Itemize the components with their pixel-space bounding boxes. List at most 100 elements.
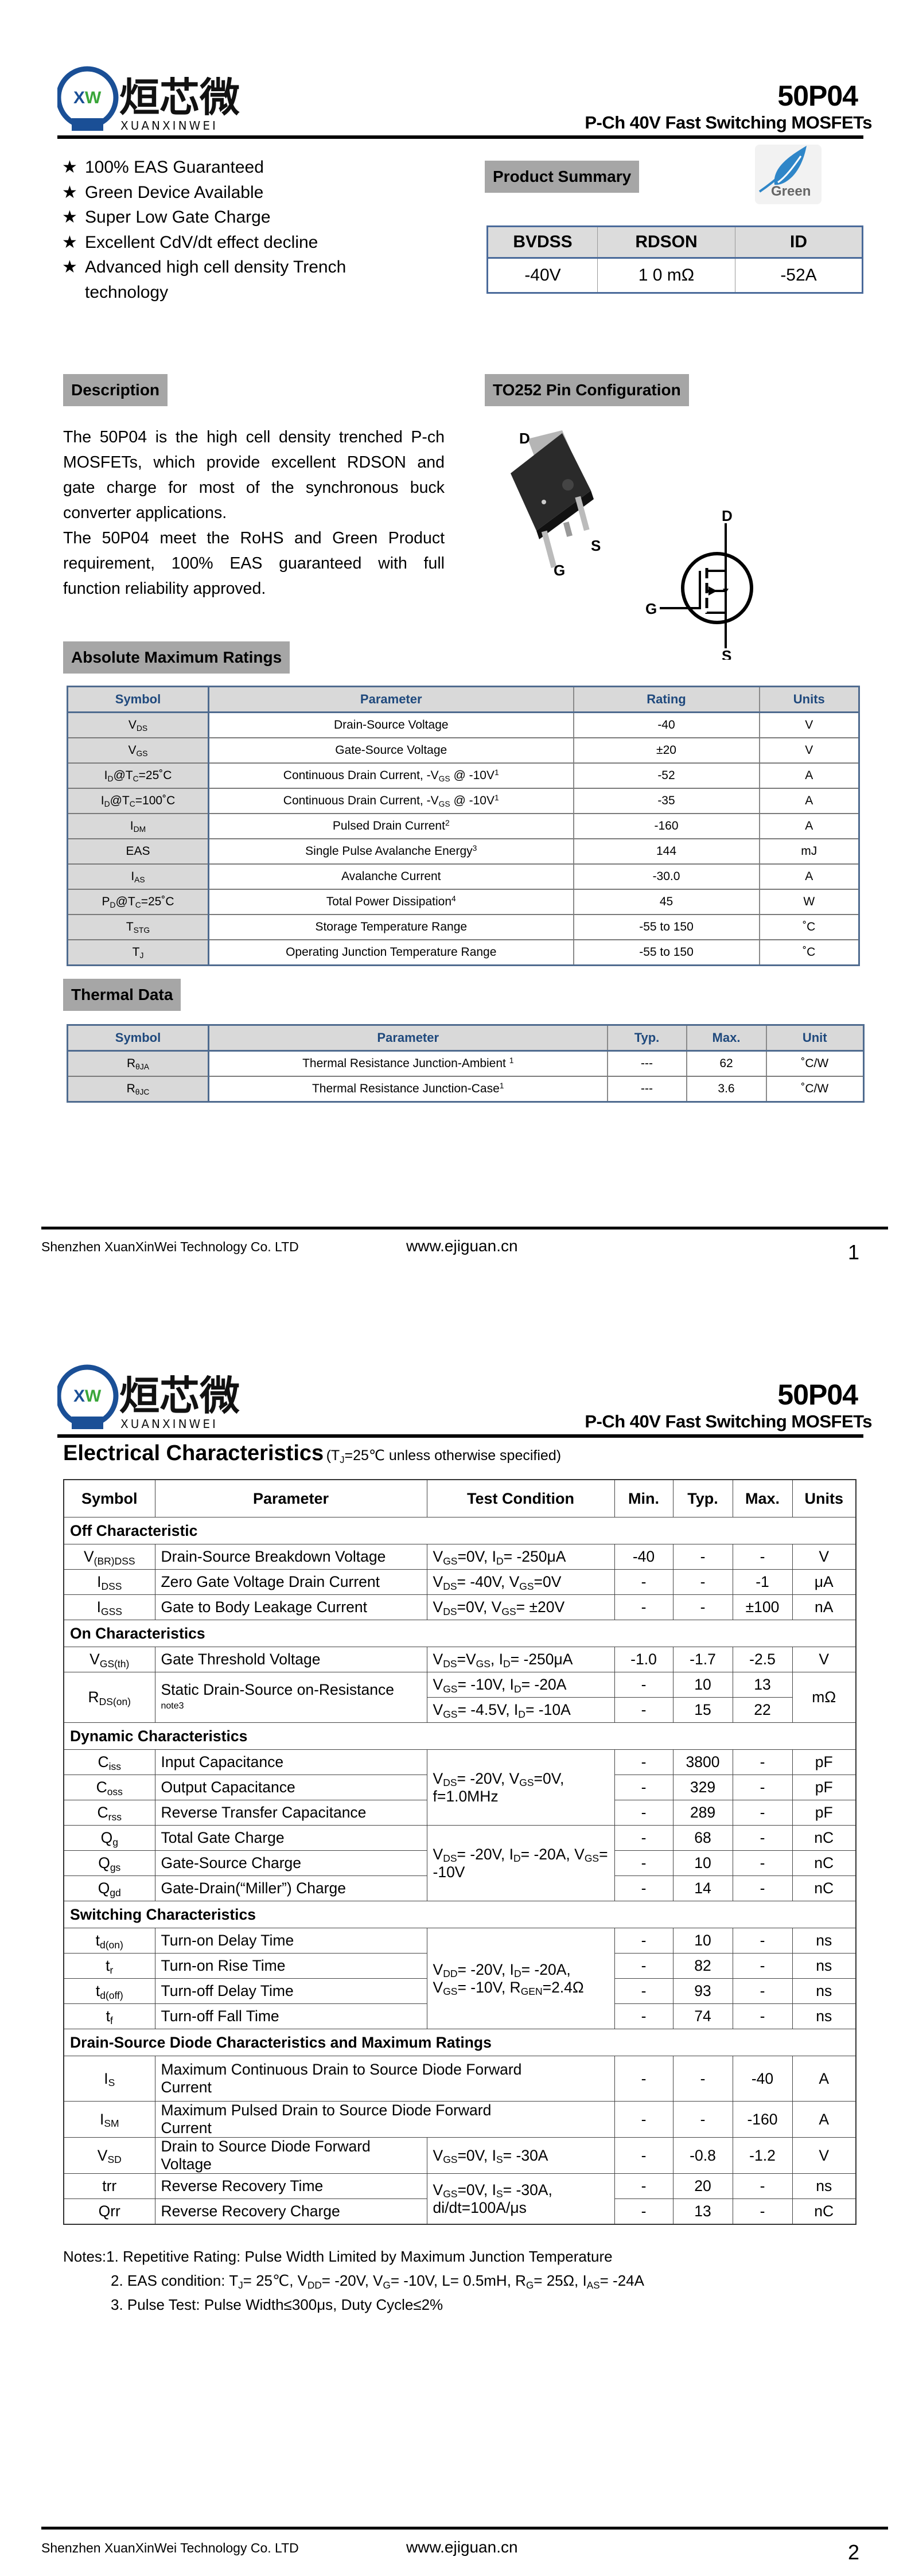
subscript: GS	[443, 2188, 458, 2200]
min-cell: -1.0	[614, 1647, 673, 1672]
typ-cell: -0.8	[672, 2137, 733, 2174]
unit-cell: ns	[792, 1978, 857, 2004]
parameter-cell: Drain-Source Voltage	[208, 712, 574, 738]
unit-cell: A	[759, 763, 859, 789]
superscript: 1	[494, 793, 499, 803]
feature-item: ★ Super Low Gate Charge	[62, 205, 383, 230]
subscript: GS	[136, 748, 148, 758]
symbol-cell: RDS(on)	[63, 1672, 155, 1723]
table-row: TSTG Storage Temperature Range -55 to 150 ˚…	[67, 915, 859, 940]
typ-cell: 10	[672, 1672, 733, 1698]
parameter-cell: Static Drain-Source on-Resistance note3	[154, 1672, 427, 1723]
subscript: GSS	[100, 1605, 122, 1617]
rating-cell: -52	[573, 763, 760, 789]
unit-cell: V	[792, 2137, 857, 2174]
feature-item: ★ Green Device Available	[62, 180, 383, 205]
footer-website[interactable]: www.ejiguan.cn	[406, 1237, 518, 1255]
electrical-heading: Electrical Characteristics	[63, 1441, 324, 1465]
parameter-cell: Reverse Recovery Time	[154, 2173, 427, 2199]
parameter-cell: Maximum Pulsed Drain to Source Diode For…	[154, 2101, 615, 2138]
symbol-cell: VSD	[63, 2137, 155, 2174]
typ-cell: 14	[672, 1875, 733, 1901]
symbol-cell: Qg	[63, 1825, 155, 1851]
symbol-cell: trr	[63, 2173, 155, 2199]
star-icon: ★	[62, 258, 77, 277]
abs-max-heading: Absolute Maximum Ratings	[63, 641, 290, 674]
min-cell: -	[614, 2173, 673, 2199]
green-label: Green	[771, 184, 811, 199]
unit-cell: μA	[792, 1569, 857, 1595]
unit-cell: W	[759, 889, 859, 915]
table-header-row: BVDSS RDSON ID	[487, 226, 863, 259]
table-row: VGS(th) Gate Threshold Voltage VDS=VGS, ID…	[63, 1647, 857, 1672]
parameter-cell: Continuous Drain Current, -VGS @ -10V1	[208, 788, 574, 814]
rating-cell: -160	[573, 814, 760, 839]
description-paragraph: The 50P04 meet the RoHS and Green Produc…	[63, 529, 445, 598]
electrical-condition-note: (TJ=25℃ unless otherwise specified)	[326, 1447, 562, 1465]
header-symbol: Symbol	[67, 686, 209, 713]
subscript: S	[496, 2188, 503, 2200]
feature-list: ★ 100% EAS Guaranteed ★ Green Device Avail…	[62, 155, 383, 305]
svg-text:W: W	[85, 1387, 102, 1406]
feature-text: Advanced high cell density Trench techno…	[85, 258, 347, 302]
section-row: Switching Characteristics	[63, 1901, 857, 1928]
table-row: Qrr Reverse Recovery Charge -13- nC	[63, 2198, 857, 2225]
symbol-cell: IS	[63, 2056, 155, 2102]
max-cell: 13	[732, 1672, 793, 1698]
parameter-cell: Turn-on Delay Time	[154, 1928, 427, 1954]
condition-cell: VDS=VGS, ID= -250μA	[426, 1647, 615, 1672]
symbol-cell: RθJC	[67, 1076, 209, 1103]
green-badge: Green	[755, 145, 822, 204]
footer-website[interactable]: www.ejiguan.cn	[406, 2538, 518, 2556]
typ-cell: 20	[672, 2173, 733, 2199]
typ-cell: -	[672, 2056, 733, 2102]
table-row: Qgd Gate-Drain(“Miller”) Charge -14- nC	[63, 1875, 857, 1901]
parameter-cell: Gate-Source Voltage	[208, 738, 574, 764]
leaf-icon	[758, 146, 807, 193]
subscript: D	[513, 1853, 521, 1865]
abs-max-table: Symbol Parameter Rating Units VDS Drain-S…	[67, 686, 860, 966]
subscript: DS	[443, 1580, 457, 1592]
svg-text:烜芯微: 烜芯微	[119, 74, 240, 121]
subscript: D	[503, 1657, 511, 1670]
symbol-cell: tr	[63, 1953, 155, 1979]
section-title: Switching Characteristics	[63, 1901, 857, 1928]
parameter-cell: Pulsed Drain Current2	[208, 814, 574, 839]
subscript: gs	[110, 1861, 121, 1873]
subscript: GS	[443, 1555, 458, 1567]
subscript: θJC	[135, 1087, 150, 1096]
symbol-cell: Qgs	[63, 1850, 155, 1876]
svg-text:烜芯微: 烜芯微	[119, 1372, 240, 1419]
parameter-cell: Turn-on Rise Time	[154, 1953, 427, 1979]
condition-cell: VGS=0V, ID= -250μA	[426, 1544, 615, 1570]
subscript: AS	[134, 874, 145, 884]
unit-cell: A	[759, 788, 859, 814]
subscript: D	[513, 1683, 521, 1695]
subscript: g	[112, 1836, 118, 1848]
symbol-cell: VGS	[67, 738, 209, 764]
header-parameter: Parameter	[154, 1479, 427, 1517]
subscript: f	[110, 2014, 113, 2026]
header-max: Max.	[732, 1479, 793, 1517]
typ-cell: -	[672, 1594, 733, 1620]
unit-cell: nC	[792, 1825, 857, 1851]
min-cell: -	[614, 1672, 673, 1698]
parameter-cell: Input Capacitance	[154, 1749, 427, 1775]
unit-cell: V	[759, 738, 859, 764]
symbol-cell: ID@TC=25˚C	[67, 763, 209, 789]
rating-cell: -40	[573, 712, 760, 738]
subscript: D	[110, 900, 116, 909]
symbol-cell: Crss	[63, 1800, 155, 1826]
typ-cell: 329	[672, 1775, 733, 1800]
max-cell: -160	[732, 2101, 793, 2138]
symbol-cell: V(BR)DSS	[63, 1544, 155, 1570]
unit-cell: ns	[792, 2173, 857, 2199]
table-header-row: Symbol Parameter Test Condition Min. Typ…	[63, 1479, 857, 1517]
parameter-cell: Output Capacitance	[154, 1775, 427, 1800]
unit-cell: A	[759, 864, 859, 890]
subscript: GS	[443, 1986, 458, 1998]
parameter-cell: Storage Temperature Range	[208, 915, 574, 940]
subscript: DS	[443, 1605, 457, 1617]
parameter-note: note3	[161, 1701, 184, 1711]
max-cell: -	[732, 1875, 793, 1901]
